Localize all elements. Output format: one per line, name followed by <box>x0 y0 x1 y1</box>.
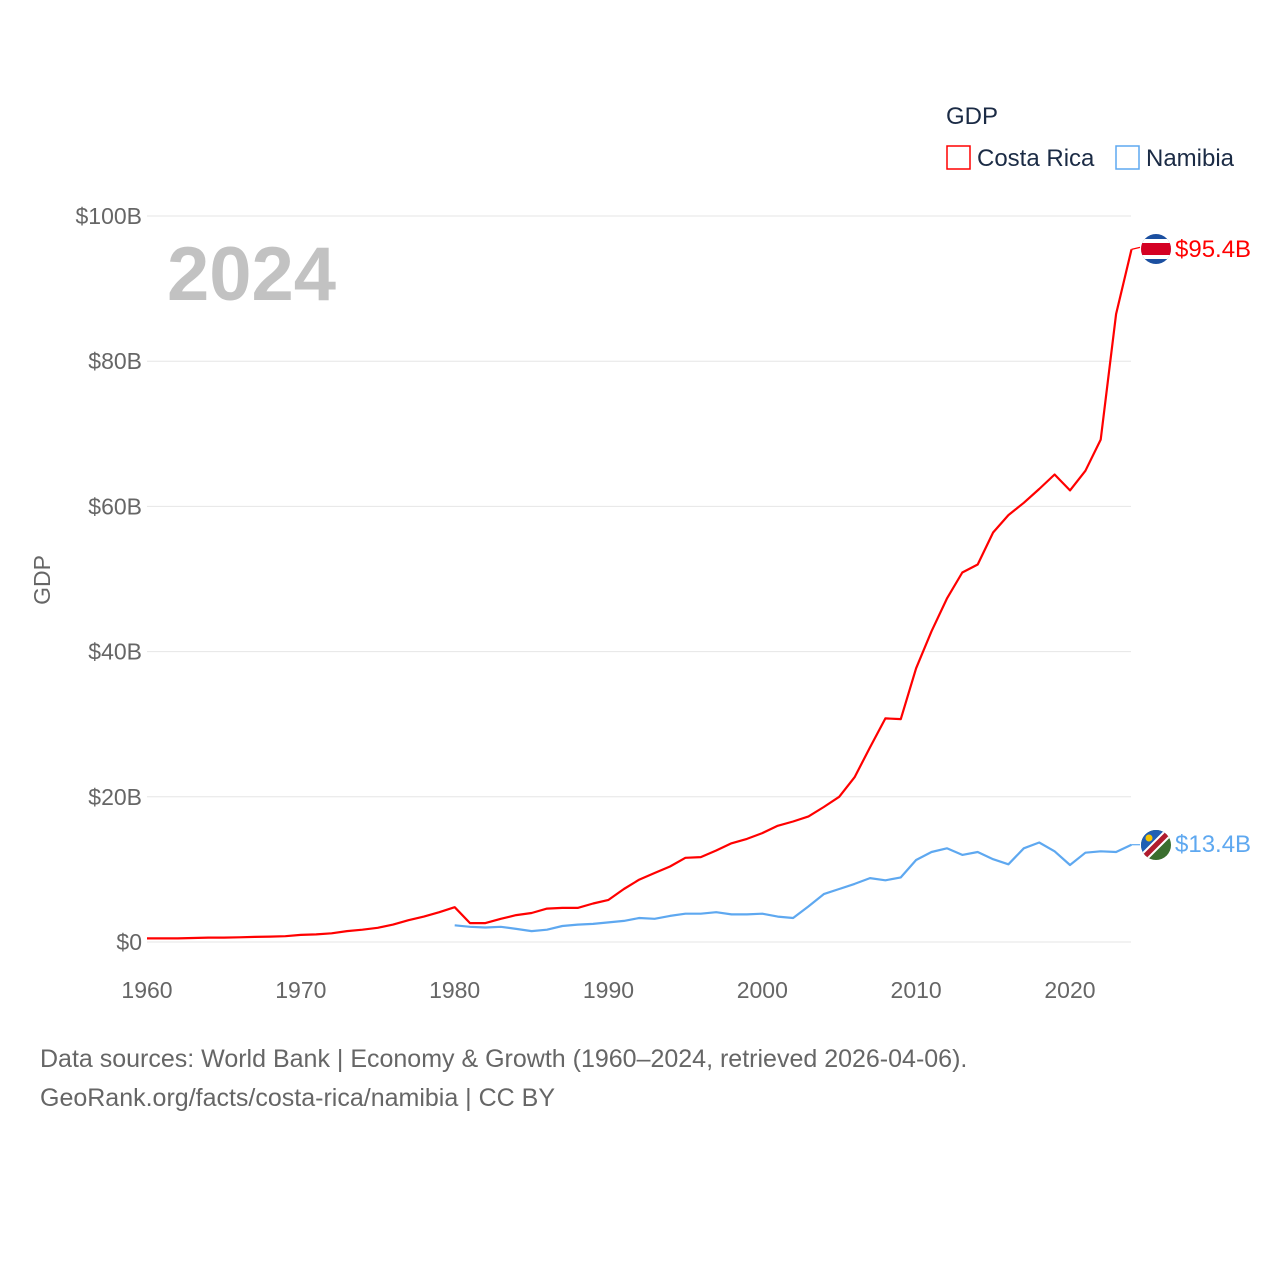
x-tick-label: 1990 <box>583 977 634 1003</box>
legend-title: GDP <box>946 103 998 130</box>
y-tick-label: $60B <box>88 493 142 519</box>
end-label-costa-rica: $95.4B <box>1175 236 1251 263</box>
x-tick-label: 2000 <box>737 977 788 1003</box>
legend-item-namibia[interactable]: Namibia <box>1115 145 1235 172</box>
series-line-namibia <box>454 841 1132 933</box>
y-tick-label: $80B <box>88 348 142 374</box>
end-label-connector-costa-rica <box>1131 246 1141 250</box>
y-axis-label: GDP <box>29 555 55 605</box>
namibia-flag-icon <box>1141 830 1171 860</box>
x-axis-ticks: 1960 1970 1980 1990 2000 2010 2020 <box>121 977 1095 1003</box>
x-tick-label: 1980 <box>429 977 480 1003</box>
legend-label-costa-rica: Costa Rica <box>977 145 1095 172</box>
series-lines <box>147 246 1141 940</box>
legend-swatch-costa-rica <box>946 145 971 170</box>
legend-swatch-namibia <box>1115 145 1140 170</box>
y-tick-label: $100B <box>75 203 142 229</box>
series-line-costa-rica <box>147 249 1133 940</box>
y-axis-ticks: $0 $20B $40B $60B $80B $100B <box>75 203 142 955</box>
legend-item-costa-rica[interactable]: Costa Rica <box>946 145 1095 172</box>
footer-link[interactable]: GeoRank.org/facts/costa-rica/namibia | C… <box>40 1084 556 1112</box>
costa-rica-flag-icon <box>1141 234 1171 264</box>
year-overlay: 2024 <box>167 232 336 317</box>
x-tick-label: 2010 <box>891 977 942 1003</box>
footer-sources: Data sources: World Bank | Economy & Gro… <box>40 1045 968 1073</box>
grid-lines <box>147 215 1131 943</box>
x-tick-label: 2020 <box>1044 977 1095 1003</box>
legend-label-namibia: Namibia <box>1146 145 1235 172</box>
gdp-line-chart: $0 $20B $40B $60B $80B $100B 1960 1970 1980 1990… <box>29 103 1251 1003</box>
end-label-namibia: $13.4B <box>1175 831 1251 858</box>
y-tick-label: $40B <box>88 639 142 665</box>
y-tick-label: $20B <box>88 784 142 810</box>
x-tick-label: 1960 <box>121 977 172 1003</box>
x-tick-label: 1970 <box>275 977 326 1003</box>
y-tick-label: $0 <box>116 929 142 955</box>
legend: GDP Costa Rica Namibia <box>946 103 1235 172</box>
